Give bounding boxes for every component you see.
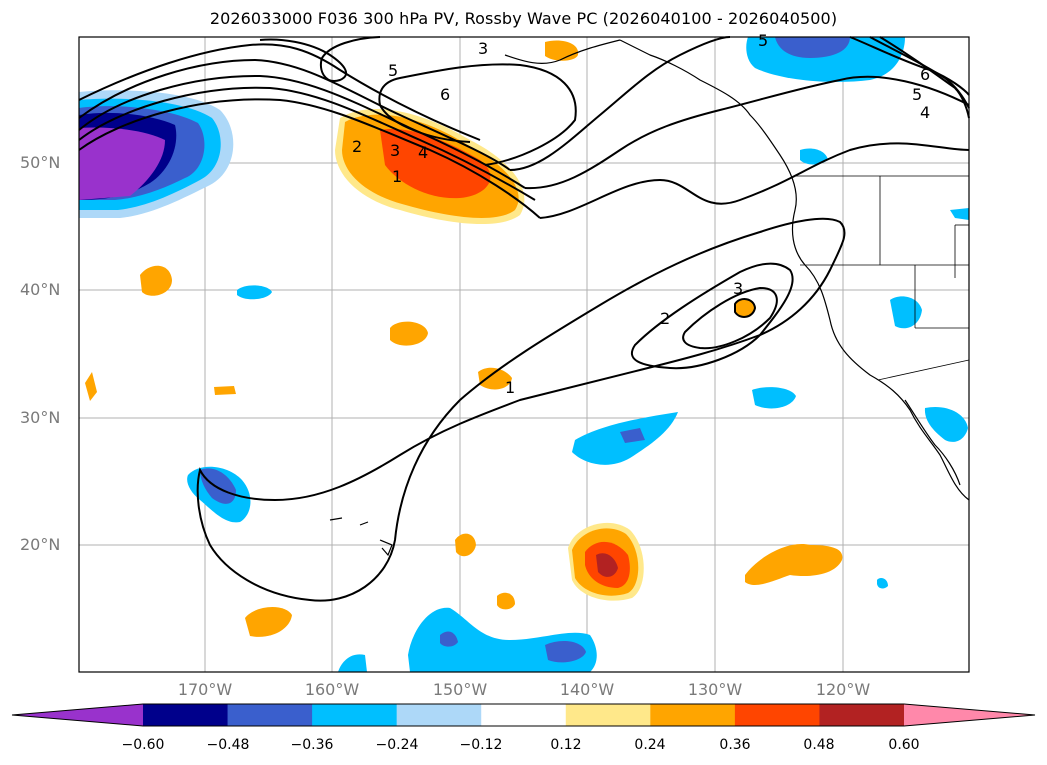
lat-label: 30°N (20, 408, 61, 427)
colorbar-tick-label: −0.24 (375, 737, 419, 753)
colorbar-tick-label: 0.24 (634, 737, 666, 753)
contour-label: 3 (478, 39, 488, 58)
colorbar-outline (11, 703, 1036, 727)
colorbar (12, 704, 1035, 726)
colorbar-segment (565, 704, 651, 726)
lat-label: 20°N (20, 535, 61, 554)
lon-label: 130°W (687, 680, 743, 699)
colorbar-segment (734, 704, 820, 726)
colorbar-segment (312, 704, 398, 726)
colorbar-tick-label: 0.48 (803, 737, 835, 753)
contour-label: 1 (505, 378, 515, 397)
contour-label: 3 (390, 141, 400, 160)
colorbar-extend-low (12, 704, 143, 726)
contour-label: 2 (660, 309, 670, 328)
contour-label: 6 (920, 65, 930, 84)
colorbar-extend-high (904, 704, 1035, 726)
contour-label: 3 (733, 279, 743, 298)
country-borders (795, 175, 970, 381)
lat-label: 40°N (20, 280, 61, 299)
contour-label: 4 (920, 103, 930, 122)
lon-label: 140°W (559, 680, 615, 699)
colorbar-segment (227, 704, 313, 726)
contour-label: 4 (418, 143, 428, 162)
contour-label: 6 (440, 85, 450, 104)
colorbar-tick-label: 0.60 (888, 737, 920, 753)
colorbar-tick-label: −0.60 (121, 737, 165, 753)
coastlines (329, 39, 970, 557)
pv-contours (78, 36, 970, 602)
contour-label: 5 (388, 61, 398, 80)
lon-label: 170°W (177, 680, 233, 699)
contour-label: 5 (758, 31, 768, 50)
colorbar-segment (481, 704, 567, 726)
colorbar-segment (143, 704, 229, 726)
map-frame (78, 36, 970, 673)
colorbar-segment (819, 704, 905, 726)
contour-label: 2 (352, 137, 362, 156)
colorbar-tick-label: −0.36 (290, 737, 334, 753)
colorbar-tick-label: −0.48 (206, 737, 250, 753)
pv-anomaly-fills (79, 37, 969, 672)
contour-label: 1 (392, 167, 402, 186)
lon-label: 160°W (304, 680, 360, 699)
colorbar-segment (396, 704, 482, 726)
lon-label: 120°W (815, 680, 871, 699)
lat-label: 50°N (20, 153, 61, 172)
figure-title: 2026033000 F036 300 hPa PV, Rossby Wave … (209, 9, 838, 28)
contour-label: 5 (912, 85, 922, 104)
lon-label: 150°W (432, 680, 488, 699)
colorbar-tick-label: 0.12 (550, 737, 582, 753)
colorbar-tick-label: −0.12 (459, 737, 503, 753)
colorbar-tick-label: 0.36 (719, 737, 751, 753)
colorbar-segment (650, 704, 736, 726)
contour-labels: 3 5 6 2 3 4 1 6 5 4 5 2 3 1 (352, 31, 930, 397)
